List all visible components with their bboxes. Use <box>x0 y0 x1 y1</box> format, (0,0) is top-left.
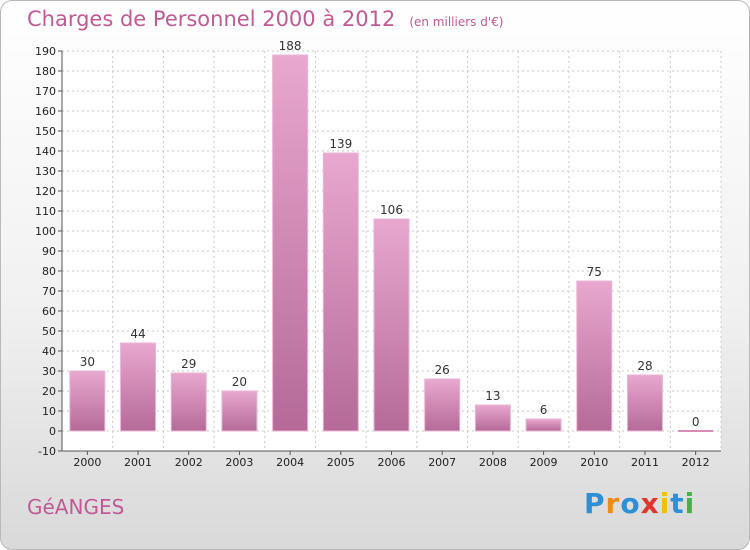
bar <box>170 372 207 432</box>
commune-name: GéANGES <box>27 495 125 519</box>
bar <box>69 370 106 432</box>
x-tick-label: 2008 <box>479 456 507 469</box>
y-tick-label: 120 <box>35 185 56 198</box>
bar <box>424 378 461 432</box>
data-label: 6 <box>540 403 548 417</box>
logo-letter: P <box>584 487 606 520</box>
y-tick-label: 150 <box>35 125 56 138</box>
data-label: 20 <box>232 375 247 389</box>
data-label: 28 <box>637 359 652 373</box>
y-tick-label: 70 <box>42 285 56 298</box>
logo-letter: x <box>640 487 660 520</box>
bar <box>525 418 562 432</box>
x-tick-label: 2007 <box>428 456 456 469</box>
y-tick-label: 190 <box>35 45 56 58</box>
x-tick-label: 2012 <box>682 456 710 469</box>
bar <box>474 404 511 432</box>
data-label: 30 <box>80 355 95 369</box>
y-tick-label: -10 <box>38 445 56 458</box>
logo-letter: i <box>659 487 671 520</box>
data-label: 188 <box>279 39 302 53</box>
y-tick-label: 0 <box>49 425 56 438</box>
data-label: 13 <box>485 389 500 403</box>
logo-letter: t <box>670 487 685 520</box>
y-tick-label: 10 <box>42 405 56 418</box>
chart-subtitle: (en milliers d'€) <box>409 15 504 29</box>
logo-letter: i <box>684 487 696 520</box>
x-tick-label: 2011 <box>631 456 659 469</box>
data-label: 139 <box>329 137 352 151</box>
y-tick-label: 100 <box>35 225 56 238</box>
bar <box>272 54 309 432</box>
y-tick-label: 170 <box>35 85 56 98</box>
bar <box>373 218 410 432</box>
y-tick-label: 110 <box>35 205 56 218</box>
bar <box>626 374 663 432</box>
y-tick-label: 90 <box>42 245 56 258</box>
logo-letter: o <box>620 487 641 520</box>
x-tick-label: 2002 <box>175 456 203 469</box>
x-tick-label: 2003 <box>225 456 253 469</box>
bar <box>322 152 359 432</box>
data-label: 44 <box>130 327 145 341</box>
y-tick-label: 140 <box>35 145 56 158</box>
x-tick-label: 2010 <box>580 456 608 469</box>
y-tick-label: 20 <box>42 385 56 398</box>
x-tick-label: 2005 <box>327 456 355 469</box>
bar <box>576 280 613 432</box>
x-tick-label: 2006 <box>378 456 406 469</box>
bar <box>120 342 157 432</box>
y-tick-label: 130 <box>35 165 56 178</box>
y-tick-label: 50 <box>42 325 56 338</box>
bar <box>221 390 258 432</box>
data-label: 106 <box>380 203 403 217</box>
y-tick-label: 180 <box>35 65 56 78</box>
y-tick-label: 30 <box>42 365 56 378</box>
data-label: 0 <box>692 415 700 429</box>
y-tick-label: 80 <box>42 265 56 278</box>
x-tick-label: 2009 <box>530 456 558 469</box>
y-tick-label: 160 <box>35 105 56 118</box>
proxiti-logo: Proxiti <box>584 487 695 520</box>
data-label: 75 <box>587 265 602 279</box>
logo-letter: r <box>605 487 621 520</box>
x-tick-label: 2001 <box>124 456 152 469</box>
title-row: Charges de Personnel 2000 à 2012 (en mill… <box>27 7 503 31</box>
data-label: 29 <box>181 357 196 371</box>
data-label: 26 <box>435 363 450 377</box>
x-tick-label: 2004 <box>276 456 304 469</box>
y-tick-label: 60 <box>42 305 56 318</box>
y-tick-label: 40 <box>42 345 56 358</box>
chart-title: Charges de Personnel 2000 à 2012 <box>27 7 396 31</box>
x-tick-label: 2000 <box>73 456 101 469</box>
